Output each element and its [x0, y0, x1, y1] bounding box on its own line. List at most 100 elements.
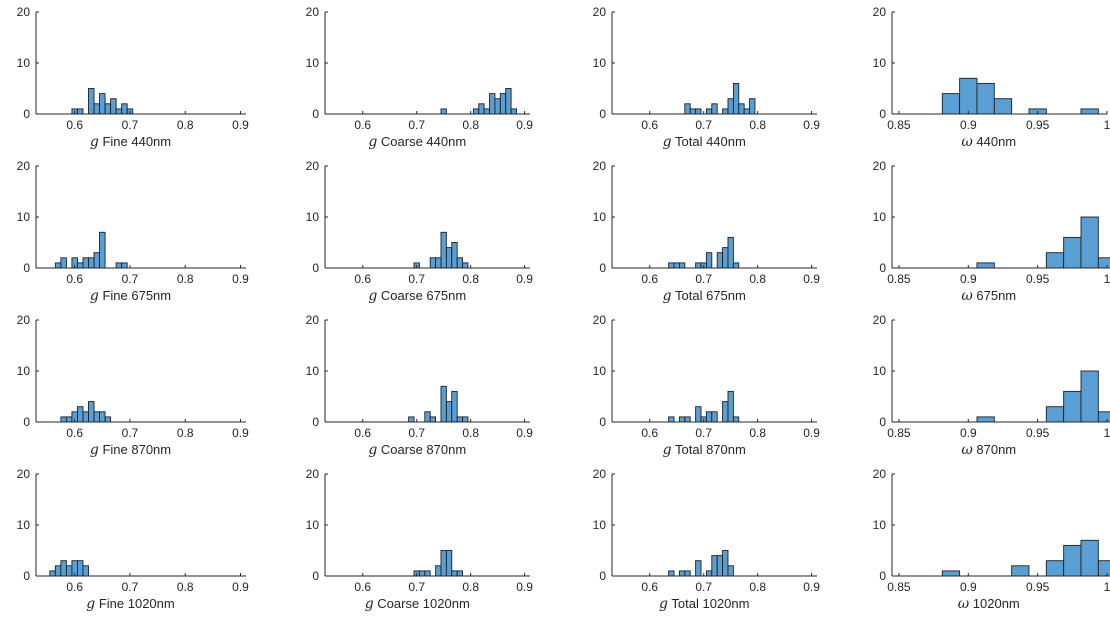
x-tick-label: 0.8	[749, 272, 766, 286]
histogram-bar	[668, 262, 675, 269]
x-tick-label: 0.9	[516, 272, 533, 286]
x-tick-label: 0.9	[516, 580, 533, 594]
histogram-bar	[722, 401, 729, 423]
histogram-bar	[678, 570, 686, 577]
x-axis-label-symbol: g	[86, 596, 95, 612]
histogram-bar	[88, 88, 95, 115]
x-tick-label: 0.9	[803, 272, 820, 286]
x-axis-label: ω 675nm	[961, 288, 1016, 304]
histogram-bar	[440, 231, 447, 269]
histogram-bar	[429, 416, 437, 423]
histogram-bar	[668, 570, 675, 577]
y-tick-label: 0	[599, 107, 606, 121]
histogram-bar	[695, 406, 702, 423]
y-tick-label: 10	[306, 364, 320, 378]
histogram-bar	[1080, 539, 1099, 577]
histogram-bar	[429, 257, 437, 269]
histogram-bar	[478, 103, 485, 115]
x-tick-label: 0.6	[66, 426, 83, 440]
histogram-bar	[408, 416, 415, 423]
histogram-bar	[722, 550, 729, 577]
x-axis-label-text: 440nm	[973, 134, 1016, 149]
x-tick-label: 0.8	[177, 118, 194, 132]
histogram-bar	[711, 103, 718, 115]
histogram-bar	[451, 390, 458, 423]
y-tick-label: 10	[873, 210, 887, 224]
histogram-bar	[445, 247, 453, 269]
x-axis-label-symbol: ω	[961, 442, 973, 458]
x-tick-label: 0.9	[960, 272, 977, 286]
x-axis-label: g Fine 675nm	[90, 288, 171, 304]
histogram-panel: 0 10 20 0.6 0.7 0.8 0.9 g Total 675nm	[593, 159, 821, 304]
x-tick-label: 0.7	[695, 580, 712, 594]
histogram-bar	[941, 570, 961, 577]
x-tick-label: 0.6	[354, 580, 371, 594]
x-tick-label: 0.95	[1026, 118, 1050, 132]
x-axis-label-text: 870nm	[973, 442, 1016, 457]
histogram-bar	[727, 236, 734, 269]
histogram-bar	[1063, 236, 1082, 269]
x-tick-label: 1	[1104, 272, 1110, 286]
y-tick-label: 0	[879, 415, 886, 429]
x-tick-label: 0.8	[462, 118, 479, 132]
histogram-bar	[727, 390, 734, 423]
y-tick-label: 0	[23, 107, 30, 121]
histogram-bar	[76, 406, 84, 423]
histogram-bar	[1097, 411, 1110, 423]
y-tick-label: 0	[312, 261, 319, 275]
histogram-bar	[959, 77, 978, 115]
x-tick-label: 0.85	[887, 426, 911, 440]
histogram-bar	[65, 565, 73, 577]
histogram-bar	[60, 416, 67, 423]
histogram-bar	[668, 416, 675, 423]
histogram-bar	[705, 570, 713, 577]
x-tick-label: 0.9	[516, 426, 533, 440]
x-tick-label: 0.9	[960, 426, 977, 440]
histogram-bar	[1080, 370, 1099, 423]
y-tick-label: 20	[306, 5, 320, 19]
x-tick-label: 0.9	[803, 426, 820, 440]
x-tick-label: 0.9	[232, 272, 249, 286]
histogram-panel: 0 10 20 0.6 0.7 0.8 0.9 g Total 1020nm	[593, 467, 821, 612]
histogram-bar	[727, 565, 734, 577]
histogram-bar	[99, 231, 106, 269]
x-tick-label: 0.8	[177, 272, 194, 286]
histogram-bar	[121, 103, 128, 115]
x-axis-label: g Fine 1020nm	[86, 596, 174, 612]
x-tick-label: 1	[1104, 118, 1110, 132]
y-tick-label: 0	[312, 569, 319, 583]
x-axis-label-text: Fine 1020nm	[95, 596, 175, 611]
histogram-panel: 0 10 20 0.6 0.7 0.8 0.9 g Coarse 440nm	[306, 5, 534, 150]
x-axis-label-symbol: g	[663, 442, 672, 458]
histogram-bar	[115, 108, 123, 115]
x-tick-label: 0.8	[462, 580, 479, 594]
histogram-bar	[1097, 257, 1110, 269]
x-axis-label: g Total 675nm	[663, 288, 746, 304]
x-axis-label-text: Coarse 1020nm	[374, 596, 470, 611]
y-tick-label: 10	[17, 364, 31, 378]
y-tick-label: 0	[879, 261, 886, 275]
x-axis-label-text: Coarse 675nm	[377, 288, 466, 303]
y-tick-label: 0	[23, 415, 30, 429]
x-axis-label: g Total 1020nm	[659, 596, 749, 612]
histogram-bar	[88, 257, 95, 269]
histogram-bar	[54, 565, 62, 577]
y-tick-label: 20	[593, 159, 607, 173]
histogram-bar	[494, 98, 501, 115]
y-tick-label: 10	[17, 518, 31, 532]
x-tick-label: 0.9	[960, 118, 977, 132]
histogram-bar	[684, 570, 691, 577]
histogram-bar	[462, 416, 469, 423]
histogram-bar	[684, 103, 691, 115]
x-axis-label: g Total 870nm	[663, 442, 746, 458]
x-tick-label: 0.8	[462, 426, 479, 440]
x-tick-label: 0.95	[1026, 272, 1050, 286]
x-tick-label: 0.8	[177, 580, 194, 594]
y-tick-label: 20	[593, 313, 607, 327]
x-tick-label: 0.6	[354, 426, 371, 440]
x-axis-label: ω 440nm	[961, 134, 1016, 150]
histogram-panel: 0 10 20 0.85 0.9 0.95 1 ω 1020nm	[873, 467, 1110, 612]
x-tick-label: 0.6	[66, 118, 83, 132]
histogram-panel: 0 10 20 0.6 0.7 0.8 0.9 g Coarse 675nm	[306, 159, 534, 304]
